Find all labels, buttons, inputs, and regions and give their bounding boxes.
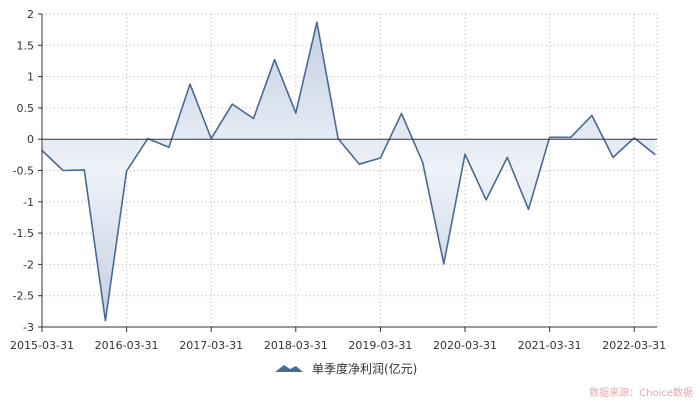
series-area	[41, 21, 656, 322]
legend-area-icon	[275, 365, 303, 372]
legend-series-label: 单季度净利润(亿元)	[312, 361, 417, 376]
y-tick-label: -3	[23, 321, 34, 334]
x-tick-label: 2019-03-31	[348, 339, 412, 352]
y-tick-label: 0	[27, 133, 34, 146]
y-tick-label: 1.5	[17, 39, 35, 52]
y-tick-label: 2	[27, 8, 34, 21]
x-tick-label: 2018-03-31	[264, 339, 328, 352]
x-tick-label: 2016-03-31	[95, 339, 159, 352]
x-tick-label: 2017-03-31	[179, 339, 243, 352]
y-tick-label: -0.5	[13, 165, 34, 178]
y-tick-label: 0.5	[17, 102, 35, 115]
x-axis-ticks: 2015-03-31 2016-03-31 2017-03-31 2018-03-31…	[10, 327, 666, 352]
source-watermark: 数据来源：Choice数据	[589, 386, 693, 399]
x-tick-label: 2020-03-31	[433, 339, 497, 352]
x-tick-label: 2022-03-31	[602, 339, 666, 352]
y-tick-label: -1	[23, 196, 34, 209]
y-tick-label: -2	[23, 258, 34, 271]
legend[interactable]: 单季度净利润(亿元)	[275, 361, 417, 376]
y-tick-label: -1.5	[13, 227, 34, 240]
y-axis-ticks: 2 1.5 1 0.5 0 -0.5 -1 -1.5 -2 -2.5 -3	[13, 8, 42, 334]
y-tick-label: 1	[27, 71, 34, 84]
x-tick-label: 2021-03-31	[518, 339, 582, 352]
x-tick-label: 2015-03-31	[10, 339, 74, 352]
series-line[interactable]	[41, 21, 656, 322]
y-tick-label: -2.5	[13, 290, 34, 303]
gridlines	[41, 13, 658, 328]
series-area-fill	[42, 22, 656, 321]
